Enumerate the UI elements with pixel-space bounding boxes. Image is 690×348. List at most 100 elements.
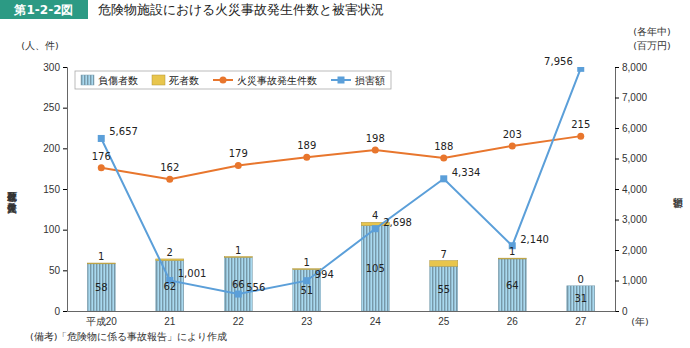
x-tick: 22 xyxy=(233,316,245,327)
y2-tick: 3,000 xyxy=(615,214,647,225)
bar xyxy=(567,285,595,286)
y-label: 死傷者数及び火災発生件数 xyxy=(6,184,18,214)
x-unit: (年) xyxy=(631,316,648,327)
y2-axis: 01,0002,0003,0004,0005,0006,0007,0008,00… xyxy=(615,62,647,317)
marker xyxy=(303,277,310,284)
y2-tick-label: 1,000 xyxy=(622,275,647,286)
y2-tick-mark xyxy=(615,98,619,99)
legend-label: 損害額 xyxy=(355,75,385,86)
y2-axis-line xyxy=(616,68,620,312)
y-tick-label: 50 xyxy=(49,265,61,276)
line-label: 994 xyxy=(315,269,334,280)
x-tick-label: 平成20 xyxy=(86,316,118,327)
y-tick: 50 xyxy=(49,265,67,276)
x-tick-label: 27 xyxy=(575,316,587,327)
y-tick-label: 100 xyxy=(43,224,60,235)
y2-unit: (百万円) xyxy=(633,40,670,51)
bar xyxy=(498,258,526,260)
bar-label: 66 xyxy=(232,279,245,290)
line-label: 7,956 xyxy=(544,56,573,67)
y-tick-mark xyxy=(63,108,67,109)
y-tick: 100 xyxy=(43,224,67,235)
figure-label-box xyxy=(0,0,88,19)
y-unit: (人、件) xyxy=(21,40,58,51)
y2-tick-mark xyxy=(615,128,619,129)
marker xyxy=(235,291,242,298)
legend-items: 負傷者数死者数火災事故発生件数損害額 xyxy=(81,75,385,86)
line-label: 176 xyxy=(92,151,111,162)
x-axis: 平成2021222324252627 xyxy=(68,312,616,328)
x-tick: 23 xyxy=(301,316,313,327)
x-axis-line xyxy=(68,311,616,312)
y2-tick-label: 6,000 xyxy=(622,123,647,134)
y2-tick-label: 3,000 xyxy=(622,214,647,225)
bar xyxy=(430,266,458,311)
plot-area xyxy=(87,67,595,311)
x-tick: 平成20 xyxy=(86,316,118,327)
data-labels: 5862665110555643112114710176162179189198… xyxy=(92,56,591,304)
legend-swatch xyxy=(81,75,94,85)
bar xyxy=(430,261,458,267)
marker xyxy=(98,164,105,171)
marker xyxy=(372,146,379,153)
x-tick: 27 xyxy=(575,316,587,327)
y-tick-label: 300 xyxy=(43,62,60,73)
y2-tick-mark xyxy=(615,250,619,251)
x-tick: 26 xyxy=(507,316,519,327)
y-tick-label: 150 xyxy=(43,184,60,195)
line xyxy=(101,68,581,294)
y-tick: 150 xyxy=(43,184,67,195)
y2-tick-label: 8,000 xyxy=(622,62,647,73)
y2-tick-label: 7,000 xyxy=(622,92,647,103)
x-tick-label: 25 xyxy=(438,316,450,327)
x-tick: 25 xyxy=(438,316,450,327)
line-label: 188 xyxy=(434,141,453,152)
bar xyxy=(224,256,252,258)
bar-label: 1 xyxy=(509,246,515,257)
line-label: 556 xyxy=(246,282,265,293)
bar-label: 1 xyxy=(98,251,104,262)
bar-label: 0 xyxy=(578,274,584,285)
y-tick-mark xyxy=(63,270,67,271)
y2-tick-mark xyxy=(615,159,619,160)
y2-tick: 5,000 xyxy=(615,153,647,164)
x-tick-label: 21 xyxy=(164,316,176,327)
y-tick: 250 xyxy=(43,102,67,113)
marker xyxy=(235,162,242,169)
y-tick-label: 0 xyxy=(54,306,60,317)
line-label: 1,001 xyxy=(178,268,207,279)
legend-swatch xyxy=(152,75,165,85)
line-label: 162 xyxy=(160,162,179,173)
chart: 第1-2-2図危険物施設における火災事故発生件数と被害状況(人、件)死傷者数及び… xyxy=(0,0,690,348)
legend-item: 負傷者数 xyxy=(81,75,138,86)
y2-note: (各年中) xyxy=(633,26,670,37)
line-label: 4,334 xyxy=(452,167,481,178)
bar xyxy=(361,226,389,311)
y-tick-mark xyxy=(63,67,67,68)
legend: 負傷者数死者数火災事故発生件数損害額 xyxy=(75,71,391,89)
bar-label: 105 xyxy=(366,263,385,274)
x-tick: 21 xyxy=(164,316,176,327)
y-tick-mark xyxy=(63,311,67,312)
y-tick: 0 xyxy=(54,306,67,317)
legend-label: 負傷者数 xyxy=(98,75,138,86)
y2-tick-label: 2,000 xyxy=(622,245,647,256)
marker xyxy=(166,176,173,183)
bar-label: 7 xyxy=(441,249,447,260)
y-tick-label: 250 xyxy=(43,102,60,113)
line-label: 215 xyxy=(571,119,590,130)
x-tick-label: 26 xyxy=(507,316,519,327)
y2-tick: 6,000 xyxy=(615,123,647,134)
y-axis: 050100150200250300 xyxy=(43,62,67,317)
y2-tick-mark xyxy=(615,220,619,221)
bar-label: 4 xyxy=(372,210,378,221)
marker xyxy=(98,135,105,142)
note: (備考)「危険物に係る事故報告」により作成 xyxy=(30,331,227,342)
legend-item: 損害額 xyxy=(331,75,385,86)
bar-label: 1 xyxy=(304,257,310,268)
y2-tick-label: 0 xyxy=(622,306,628,317)
y2-tick-label: 5,000 xyxy=(622,153,647,164)
y2-tick: 1,000 xyxy=(615,275,647,286)
legend-marker xyxy=(338,77,345,84)
marker xyxy=(509,142,516,149)
